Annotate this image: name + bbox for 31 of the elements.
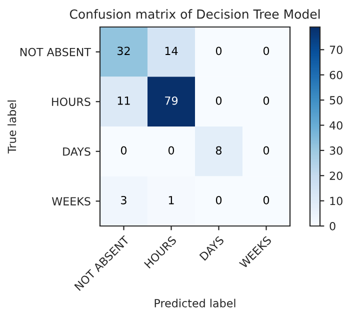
color-bar-label: 70 xyxy=(330,46,342,54)
color-bar-label: 10 xyxy=(330,196,342,206)
color-bar-label: 40 xyxy=(330,121,342,130)
data-label: 1 xyxy=(168,196,174,204)
chart-title: Confusion matrix of Decision Tree Model xyxy=(70,9,320,19)
data-label: 0 xyxy=(216,46,222,56)
color-bar-label: 50 xyxy=(330,96,342,104)
data-label: 14 xyxy=(165,46,178,55)
y-axis-title: True label xyxy=(8,100,16,154)
data-label: 0 xyxy=(263,146,270,155)
color-bar-label: 0 xyxy=(330,222,336,230)
data-label: 0 xyxy=(216,196,222,204)
y-tick-label: DAYS xyxy=(63,147,90,156)
y-tick-label: WEEKS xyxy=(52,197,90,206)
data-label: 3 xyxy=(121,196,126,204)
color-bar-label: 60 xyxy=(330,70,342,80)
data-label: 0 xyxy=(263,96,270,105)
color-bar-label: 20 xyxy=(330,172,342,180)
y-tick-label: NOT ABSENT xyxy=(20,48,91,56)
data-label: 8 xyxy=(216,146,222,155)
data-label: 0 xyxy=(120,146,127,155)
data-label: 11 xyxy=(118,96,130,105)
x-axis-title: Predicted label xyxy=(154,298,236,308)
data-label: 79 xyxy=(165,96,178,105)
data-label: 0 xyxy=(263,196,270,204)
data-label: 0 xyxy=(168,146,174,155)
y-tick-label: HOURS xyxy=(52,98,90,106)
data-label: 0 xyxy=(263,46,270,56)
data-label: 0 xyxy=(216,96,222,105)
color-bar-label: 30 xyxy=(330,146,342,155)
data-label: 32 xyxy=(118,46,130,56)
